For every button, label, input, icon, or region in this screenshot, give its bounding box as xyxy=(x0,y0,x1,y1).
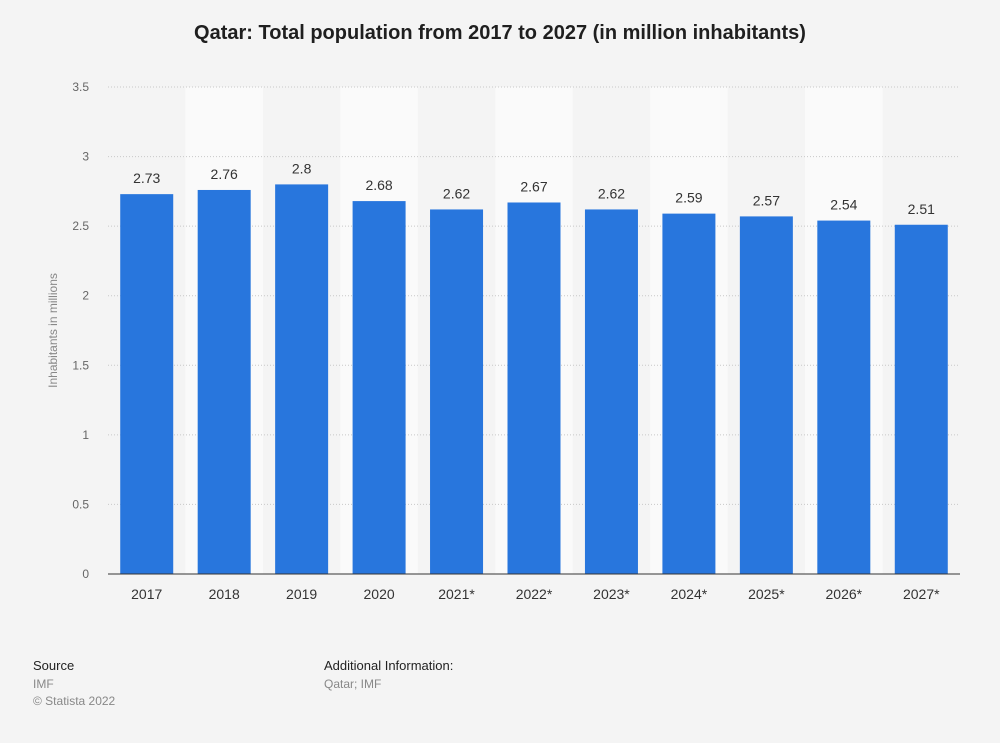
x-tick-label: 2018 xyxy=(209,586,240,602)
bar-value-label: 2.76 xyxy=(211,166,238,182)
bar xyxy=(739,216,793,574)
additional-info-block: Additional Information: Qatar; IMF xyxy=(324,658,453,693)
bar xyxy=(817,220,871,574)
y-tick-label: 0 xyxy=(82,567,89,581)
bar-value-label: 2.67 xyxy=(520,178,547,194)
x-tick-label: 2024* xyxy=(671,586,708,602)
copyright-text: © Statista 2022 xyxy=(33,694,116,708)
bar xyxy=(120,194,174,574)
x-tick-label: 2025* xyxy=(748,586,785,602)
bar xyxy=(507,202,561,574)
x-tick-label: 2017 xyxy=(131,586,162,602)
bar-value-label: 2.73 xyxy=(133,170,160,186)
additional-info-heading: Additional Information: xyxy=(324,658,454,673)
bar xyxy=(430,209,484,574)
y-tick-label: 3 xyxy=(82,150,89,164)
bar-value-label: 2.57 xyxy=(753,192,780,208)
y-tick-label: 1.5 xyxy=(72,358,89,372)
additional-info-value: Qatar; IMF xyxy=(324,677,382,691)
x-tick-label: 2019 xyxy=(286,586,317,602)
x-tick-label: 2020 xyxy=(364,586,395,602)
bar xyxy=(275,184,329,574)
bar-value-label: 2.54 xyxy=(830,197,857,213)
bar xyxy=(584,209,638,574)
bar-value-label: 2.51 xyxy=(908,201,935,217)
x-tick-label: 2026* xyxy=(826,586,863,602)
chart-title: Qatar: Total population from 2017 to 202… xyxy=(194,22,806,44)
bar-value-label: 2.68 xyxy=(365,177,392,193)
x-tick-label: 2022* xyxy=(516,586,553,602)
y-tick-label: 1 xyxy=(82,428,89,442)
y-tick-label: 2 xyxy=(82,289,89,303)
bar xyxy=(352,201,406,574)
bar xyxy=(197,189,251,575)
x-tick-label: 2023* xyxy=(593,586,630,602)
bar-value-label: 2.8 xyxy=(292,160,312,176)
bar-value-label: 2.59 xyxy=(675,190,702,206)
bar xyxy=(662,213,716,574)
source-value[interactable]: IMF xyxy=(33,677,54,691)
bar-chart: 0 0.5 1 1.5 2 2.5 3 3.5 Inhabitants in millions 2… xyxy=(46,80,960,602)
y-tick-label: 2.5 xyxy=(72,219,89,233)
source-block: Source IMF © Statista 2022 xyxy=(33,658,115,710)
bar-value-label: 2.62 xyxy=(598,185,625,201)
source-heading: Source xyxy=(33,658,75,673)
x-tick-label: 2027* xyxy=(903,586,940,602)
y-tick-label: 3.5 xyxy=(72,80,89,94)
y-axis-title: Inhabitants in millions xyxy=(46,273,60,388)
x-tick-label: 2021* xyxy=(438,586,475,602)
y-tick-label: 0.5 xyxy=(72,497,89,511)
bar xyxy=(894,224,948,574)
bar-value-label: 2.62 xyxy=(443,185,470,201)
